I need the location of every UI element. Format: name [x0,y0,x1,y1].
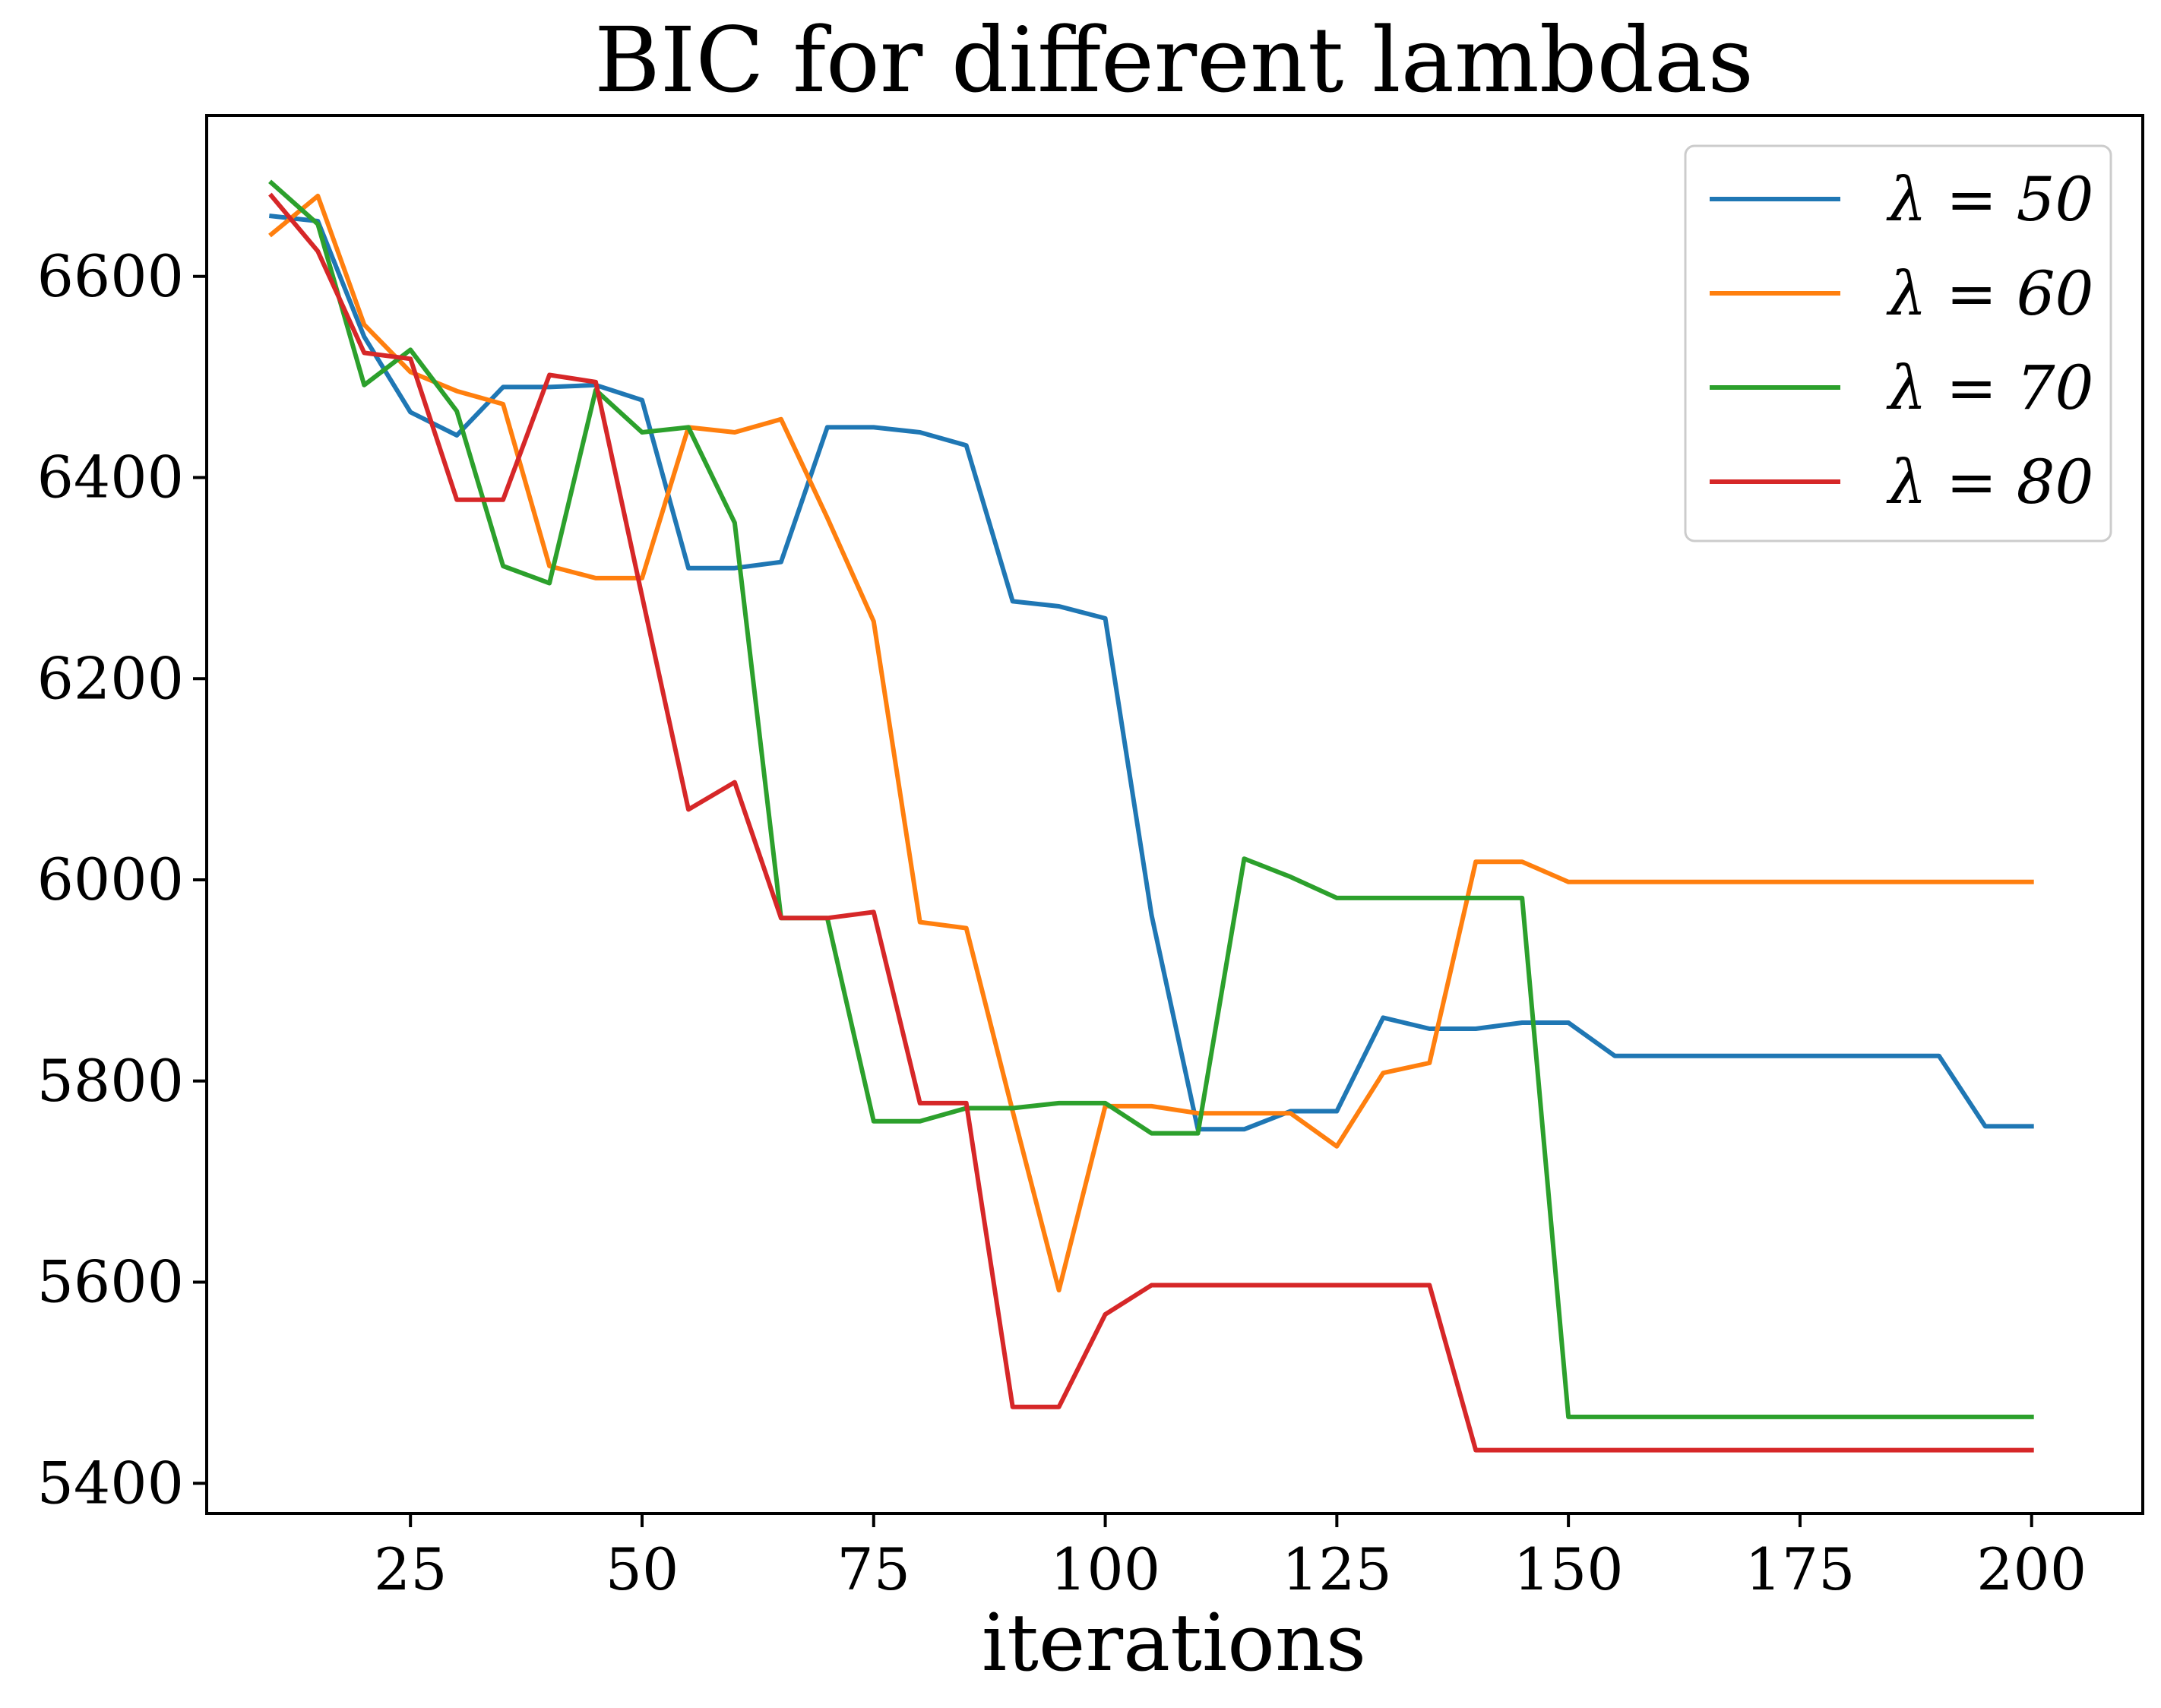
y-axis: 5400 5600 5800 6000 6200 6400 6600 [37,242,207,1517]
legend: λ = 50 λ = 60 λ = 70 λ = 80 [1684,144,2112,542]
x-tick-label: 175 [1745,1536,1855,1603]
legend-box [1684,144,2112,542]
legend-label-1: λ = 60 [1886,258,2093,329]
x-tick-label: 125 [1282,1536,1392,1603]
y-tick-label: 6600 [37,242,184,310]
plot-area [205,114,2144,1515]
chart-title: BIC for different lambdas [594,8,1754,112]
y-tick-label: 5400 [37,1449,184,1517]
axes-frame [205,114,2144,1515]
series-line-1 [268,193,2034,1293]
legend-label-3: λ = 80 [1886,447,2093,517]
series-line-2 [268,179,2034,1419]
x-tick-label: 100 [1050,1536,1160,1603]
x-axis-label: iterations [982,1596,1366,1689]
series-line-3 [268,192,2034,1453]
y-tick-label: 6000 [37,846,184,913]
y-tick-label: 6400 [37,444,184,511]
legend-label-0: λ = 50 [1886,164,2093,235]
x-tick-label: 75 [837,1536,910,1603]
x-tick-label: 150 [1514,1536,1624,1603]
x-tick-label: 50 [606,1536,679,1603]
x-axis: 25 50 75 100 125 150 175 200 [374,1513,2087,1603]
y-tick-label: 5600 [37,1248,184,1316]
x-tick-label: 25 [374,1536,448,1603]
series-lines [268,179,2034,1453]
legend-label-2: λ = 70 [1886,353,2093,423]
y-tick-label: 5800 [37,1047,184,1115]
x-tick-label: 200 [1976,1536,2087,1603]
y-tick-label: 6200 [37,644,184,712]
series-line-0 [268,214,2034,1132]
